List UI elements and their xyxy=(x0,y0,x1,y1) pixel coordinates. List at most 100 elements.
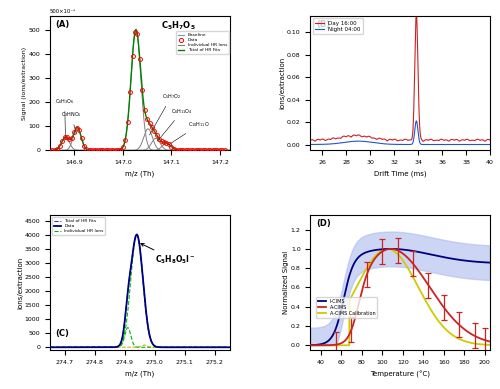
I-CIMS xyxy=(416,250,422,254)
Night 04:00 xyxy=(414,119,420,123)
Day 16:00 xyxy=(420,139,426,144)
Total of HR Fits xyxy=(226,345,232,350)
Legend: Total of HR Fits, Data, Individual HR Ions: Total of HR Fits, Data, Individual HR Io… xyxy=(52,217,106,235)
A-CIMS Calibration xyxy=(412,279,418,283)
Total of HR Fits xyxy=(68,345,73,350)
A-CIMS Calibration xyxy=(384,247,390,251)
Data xyxy=(78,345,84,350)
A-CIMS xyxy=(487,339,493,344)
Day 16:00 xyxy=(376,136,382,140)
Day 16:00 xyxy=(487,138,493,142)
Total of HR Fits xyxy=(223,345,229,350)
A-CIMS Calibration xyxy=(422,297,428,302)
Individual HR Ions xyxy=(116,344,122,349)
A-CIMS xyxy=(416,270,422,275)
Total of HR Fits xyxy=(134,232,140,237)
A-CIMS xyxy=(444,309,450,314)
Data xyxy=(124,300,130,305)
Day 16:00 xyxy=(384,138,390,143)
A-CIMS Calibration xyxy=(487,343,493,347)
Line: A-CIMS Calibration: A-CIMS Calibration xyxy=(310,249,490,345)
Line: Total of HR Fits: Total of HR Fits xyxy=(50,234,230,347)
I-CIMS xyxy=(308,343,314,347)
A-CIMS xyxy=(462,328,468,332)
Text: (C): (C) xyxy=(56,329,70,338)
Individual HR Ions xyxy=(68,345,73,350)
Text: C$_{10}$H$_{11}$O: C$_{10}$H$_{11}$O xyxy=(169,120,210,145)
Data xyxy=(223,345,229,350)
Text: (A): (A) xyxy=(56,19,70,29)
Day 16:00 xyxy=(308,138,314,142)
Y-axis label: ions/extraction: ions/extraction xyxy=(280,57,285,109)
Data xyxy=(47,345,53,350)
Text: (B): (B) xyxy=(316,19,330,29)
Night 04:00 xyxy=(384,142,390,146)
Text: 500×10⁻⁶: 500×10⁻⁶ xyxy=(50,9,76,14)
A-CIMS Calibration xyxy=(462,339,468,344)
Day 16:00 xyxy=(484,138,490,142)
Y-axis label: ions/extraction: ions/extraction xyxy=(18,256,24,309)
Night 04:00 xyxy=(487,142,493,147)
I-CIMS xyxy=(462,258,468,263)
Night 04:00 xyxy=(338,140,344,145)
Night 04:00 xyxy=(482,142,488,147)
Line: Night 04:00: Night 04:00 xyxy=(310,121,490,144)
X-axis label: m/z (Th): m/z (Th) xyxy=(125,370,154,377)
Data xyxy=(68,345,73,350)
Y-axis label: Signal (ions/extraction): Signal (ions/extraction) xyxy=(22,46,27,119)
A-CIMS Calibration xyxy=(416,287,422,292)
Individual HR Ions xyxy=(204,345,210,350)
Individual HR Ions xyxy=(223,345,229,350)
X-axis label: m/z (Th): m/z (Th) xyxy=(125,171,154,177)
Data xyxy=(116,343,122,348)
Individual HR Ions xyxy=(226,345,232,350)
Line: A-CIMS: A-CIMS xyxy=(310,249,490,345)
Total of HR Fits xyxy=(124,300,130,305)
X-axis label: Temperature (°C): Temperature (°C) xyxy=(370,370,430,378)
Total of HR Fits xyxy=(78,345,84,350)
Data xyxy=(226,345,232,350)
Day 16:00 xyxy=(338,135,344,140)
Text: $\mathbf{C_5H_7O_5}$: $\mathbf{C_5H_7O_5}$ xyxy=(162,19,196,32)
Individual HR Ions xyxy=(134,233,140,237)
Night 04:00 xyxy=(484,142,490,147)
Day 16:00 xyxy=(414,11,420,16)
I-CIMS xyxy=(422,251,428,256)
Night 04:00 xyxy=(376,141,382,145)
A-CIMS Calibration xyxy=(308,343,314,348)
I-CIMS xyxy=(487,260,493,265)
Total of HR Fits xyxy=(204,345,210,350)
I-CIMS xyxy=(318,342,324,347)
Legend: Day 16:00, Night 04:00: Day 16:00, Night 04:00 xyxy=(313,18,363,34)
Line: Data: Data xyxy=(50,235,230,347)
Night 04:00 xyxy=(464,142,470,147)
Individual HR Ions xyxy=(78,345,84,350)
A-CIMS Calibration xyxy=(318,343,324,348)
Individual HR Ions xyxy=(124,318,130,323)
I-CIMS xyxy=(412,249,418,254)
A-CIMS xyxy=(308,343,314,348)
A-CIMS xyxy=(422,278,428,282)
Night 04:00 xyxy=(328,142,334,146)
I-CIMS xyxy=(388,247,394,251)
Day 16:00 xyxy=(464,137,470,142)
Text: (D): (D) xyxy=(316,219,330,228)
Text: C$_5$H$_7$O$_2$: C$_5$H$_7$O$_2$ xyxy=(150,92,181,135)
A-CIMS Calibration xyxy=(444,328,450,333)
A-CIMS xyxy=(388,247,394,251)
Y-axis label: Normalized Signal: Normalized Signal xyxy=(284,251,290,314)
Total of HR Fits xyxy=(47,345,53,350)
Line: Day 16:00: Day 16:00 xyxy=(310,14,490,141)
Text: $\mathbf{C_5H_8O_5I^-}$: $\mathbf{C_5H_8O_5I^-}$ xyxy=(141,244,196,266)
Line: I-CIMS: I-CIMS xyxy=(310,249,490,345)
Data xyxy=(204,345,210,350)
Line: Individual HR Ions: Individual HR Ions xyxy=(50,235,230,347)
X-axis label: Drift Time (ms): Drift Time (ms) xyxy=(374,171,426,177)
Text: C$_3$HNO$_6$: C$_3$HNO$_6$ xyxy=(60,110,82,134)
Total of HR Fits xyxy=(116,343,122,348)
Data xyxy=(134,232,140,237)
A-CIMS xyxy=(412,264,418,268)
Night 04:00 xyxy=(308,142,314,147)
Day 16:00 xyxy=(328,137,334,142)
Legend: Baseline, Data, Individual HR Ions, Total of HR Fits: Baseline, Data, Individual HR Ions, Tota… xyxy=(176,31,229,54)
